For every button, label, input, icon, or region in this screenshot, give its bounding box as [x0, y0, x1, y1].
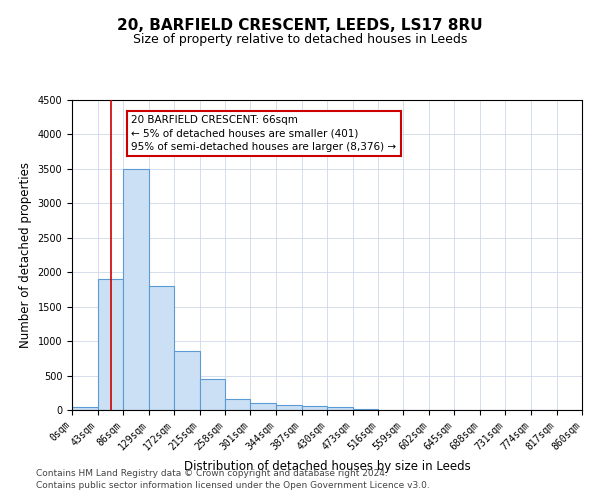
Text: Contains HM Land Registry data © Crown copyright and database right 2024.: Contains HM Land Registry data © Crown c… [36, 468, 388, 477]
Bar [123, 169, 149, 410]
Bar [353, 409, 378, 410]
Bar [276, 405, 302, 410]
Bar [225, 398, 251, 410]
Text: 20, BARFIELD CRESCENT, LEEDS, LS17 8RU: 20, BARFIELD CRESCENT, LEEDS, LS17 8RU [117, 18, 483, 32]
Bar [302, 406, 327, 410]
Bar [251, 403, 276, 410]
Bar [149, 286, 174, 410]
Bar [72, 406, 97, 410]
Bar [199, 379, 225, 410]
Text: Contains public sector information licensed under the Open Government Licence v3: Contains public sector information licen… [36, 481, 430, 490]
Bar [174, 352, 199, 410]
Bar [97, 279, 123, 410]
Text: Size of property relative to detached houses in Leeds: Size of property relative to detached ho… [133, 32, 467, 46]
Y-axis label: Number of detached properties: Number of detached properties [19, 162, 32, 348]
Text: 20 BARFIELD CRESCENT: 66sqm
← 5% of detached houses are smaller (401)
95% of sem: 20 BARFIELD CRESCENT: 66sqm ← 5% of deta… [131, 115, 397, 152]
Bar [327, 407, 353, 410]
X-axis label: Distribution of detached houses by size in Leeds: Distribution of detached houses by size … [184, 460, 470, 473]
